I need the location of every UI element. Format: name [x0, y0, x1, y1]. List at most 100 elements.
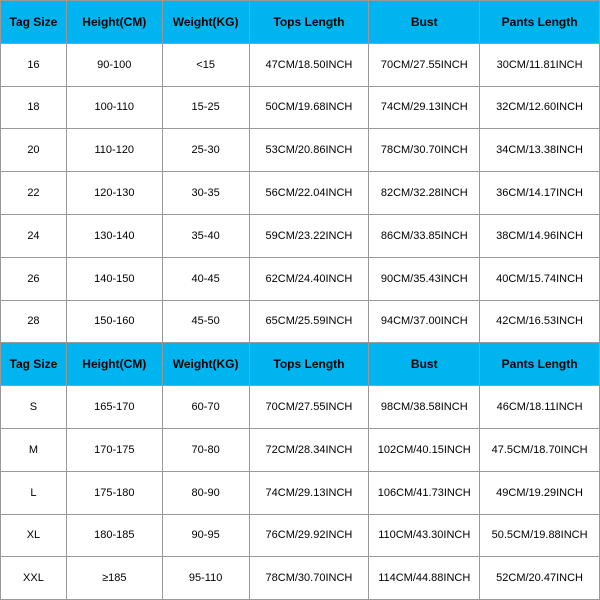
- cell-tag: L: [1, 471, 67, 514]
- cell-tag: 18: [1, 86, 67, 129]
- header-row: Tag Size Height(CM) Weight(KG) Tops Leng…: [1, 343, 600, 386]
- cell-weight: 40-45: [162, 257, 249, 300]
- cell-tops: 74CM/29.13INCH: [249, 471, 369, 514]
- cell-pants: 49CM/19.29INCH: [480, 471, 600, 514]
- header-tops-length: Tops Length: [249, 1, 369, 44]
- cell-height: 140-150: [66, 257, 162, 300]
- table-body-1: 1690-100<1547CM/18.50INCH70CM/27.55INCH3…: [1, 43, 600, 343]
- table-row: XXL≥18595-11078CM/30.70INCH114CM/44.88IN…: [1, 557, 600, 600]
- header-tops-length: Tops Length: [249, 343, 369, 386]
- cell-bust: 110CM/43.30INCH: [369, 514, 480, 557]
- cell-pants: 34CM/13.38INCH: [480, 129, 600, 172]
- cell-pants: 40CM/15.74INCH: [480, 257, 600, 300]
- table-header-2: Tag Size Height(CM) Weight(KG) Tops Leng…: [1, 343, 600, 386]
- cell-weight: 95-110: [162, 557, 249, 600]
- table-row: 22120-13030-3556CM/22.04INCH82CM/32.28IN…: [1, 172, 600, 215]
- table-row: XL180-18590-9576CM/29.92INCH110CM/43.30I…: [1, 514, 600, 557]
- cell-bust: 70CM/27.55INCH: [369, 43, 480, 86]
- size-chart-table: Tag Size Height(CM) Weight(KG) Tops Leng…: [0, 0, 600, 600]
- cell-tag: 22: [1, 172, 67, 215]
- cell-tops: 53CM/20.86INCH: [249, 129, 369, 172]
- header-pants-length: Pants Length: [480, 1, 600, 44]
- table-row: 1690-100<1547CM/18.50INCH70CM/27.55INCH3…: [1, 43, 600, 86]
- cell-bust: 106CM/41.73INCH: [369, 471, 480, 514]
- table-row: 18100-11015-2550CM/19.68INCH74CM/29.13IN…: [1, 86, 600, 129]
- cell-bust: 114CM/44.88INCH: [369, 557, 480, 600]
- table-row: 24130-14035-4059CM/23.22INCH86CM/33.85IN…: [1, 214, 600, 257]
- cell-bust: 94CM/37.00INCH: [369, 300, 480, 343]
- cell-pants: 47.5CM/18.70INCH: [480, 428, 600, 471]
- cell-weight: 80-90: [162, 471, 249, 514]
- cell-pants: 38CM/14.96INCH: [480, 214, 600, 257]
- cell-pants: 32CM/12.60INCH: [480, 86, 600, 129]
- cell-pants: 52CM/20.47INCH: [480, 557, 600, 600]
- header-height: Height(CM): [66, 1, 162, 44]
- cell-bust: 82CM/32.28INCH: [369, 172, 480, 215]
- cell-tag: 24: [1, 214, 67, 257]
- cell-weight: 45-50: [162, 300, 249, 343]
- cell-bust: 90CM/35.43INCH: [369, 257, 480, 300]
- cell-tag: 20: [1, 129, 67, 172]
- cell-weight: 25-30: [162, 129, 249, 172]
- cell-pants: 50.5CM/19.88INCH: [480, 514, 600, 557]
- cell-tag: XL: [1, 514, 67, 557]
- cell-height: 130-140: [66, 214, 162, 257]
- cell-tag: 26: [1, 257, 67, 300]
- header-weight: Weight(KG): [162, 1, 249, 44]
- cell-bust: 98CM/38.58INCH: [369, 386, 480, 429]
- table-row: S165-17060-7070CM/27.55INCH98CM/38.58INC…: [1, 386, 600, 429]
- cell-tops: 78CM/30.70INCH: [249, 557, 369, 600]
- cell-weight: 30-35: [162, 172, 249, 215]
- cell-pants: 36CM/14.17INCH: [480, 172, 600, 215]
- cell-height: 180-185: [66, 514, 162, 557]
- cell-tag: S: [1, 386, 67, 429]
- cell-height: 90-100: [66, 43, 162, 86]
- cell-tops: 65CM/25.59INCH: [249, 300, 369, 343]
- cell-height: ≥185: [66, 557, 162, 600]
- cell-weight: 15-25: [162, 86, 249, 129]
- cell-tops: 70CM/27.55INCH: [249, 386, 369, 429]
- cell-tops: 72CM/28.34INCH: [249, 428, 369, 471]
- table-row: 26140-15040-4562CM/24.40INCH90CM/35.43IN…: [1, 257, 600, 300]
- cell-height: 110-120: [66, 129, 162, 172]
- cell-height: 170-175: [66, 428, 162, 471]
- header-tag-size: Tag Size: [1, 1, 67, 44]
- cell-tag: 28: [1, 300, 67, 343]
- cell-weight: 70-80: [162, 428, 249, 471]
- cell-tops: 50CM/19.68INCH: [249, 86, 369, 129]
- cell-bust: 78CM/30.70INCH: [369, 129, 480, 172]
- cell-height: 120-130: [66, 172, 162, 215]
- cell-tops: 59CM/23.22INCH: [249, 214, 369, 257]
- cell-tops: 47CM/18.50INCH: [249, 43, 369, 86]
- cell-weight: 35-40: [162, 214, 249, 257]
- cell-pants: 46CM/18.11INCH: [480, 386, 600, 429]
- cell-pants: 30CM/11.81INCH: [480, 43, 600, 86]
- table-row: 28150-16045-5065CM/25.59INCH94CM/37.00IN…: [1, 300, 600, 343]
- table-row: M170-17570-8072CM/28.34INCH102CM/40.15IN…: [1, 428, 600, 471]
- header-tag-size: Tag Size: [1, 343, 67, 386]
- header-row: Tag Size Height(CM) Weight(KG) Tops Leng…: [1, 1, 600, 44]
- cell-bust: 86CM/33.85INCH: [369, 214, 480, 257]
- cell-weight: 90-95: [162, 514, 249, 557]
- cell-tag: M: [1, 428, 67, 471]
- header-weight: Weight(KG): [162, 343, 249, 386]
- cell-weight: 60-70: [162, 386, 249, 429]
- cell-weight: <15: [162, 43, 249, 86]
- header-pants-length: Pants Length: [480, 343, 600, 386]
- cell-tag: XXL: [1, 557, 67, 600]
- header-height: Height(CM): [66, 343, 162, 386]
- cell-tag: 16: [1, 43, 67, 86]
- cell-pants: 42CM/16.53INCH: [480, 300, 600, 343]
- cell-height: 165-170: [66, 386, 162, 429]
- cell-bust: 102CM/40.15INCH: [369, 428, 480, 471]
- table-header-1: Tag Size Height(CM) Weight(KG) Tops Leng…: [1, 1, 600, 44]
- cell-tops: 62CM/24.40INCH: [249, 257, 369, 300]
- cell-tops: 56CM/22.04INCH: [249, 172, 369, 215]
- table-row: L175-18080-9074CM/29.13INCH106CM/41.73IN…: [1, 471, 600, 514]
- header-bust: Bust: [369, 1, 480, 44]
- cell-tops: 76CM/29.92INCH: [249, 514, 369, 557]
- table-body-2: S165-17060-7070CM/27.55INCH98CM/38.58INC…: [1, 386, 600, 600]
- cell-height: 150-160: [66, 300, 162, 343]
- cell-bust: 74CM/29.13INCH: [369, 86, 480, 129]
- table-row: 20110-12025-3053CM/20.86INCH78CM/30.70IN…: [1, 129, 600, 172]
